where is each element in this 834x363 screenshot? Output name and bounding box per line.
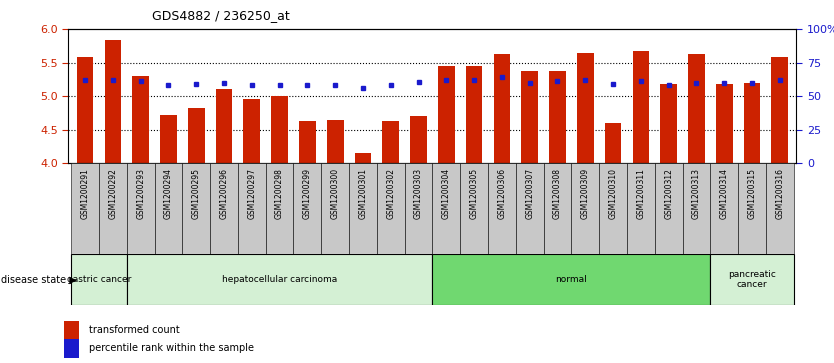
Text: GSM1200316: GSM1200316 — [776, 168, 784, 219]
FancyBboxPatch shape — [738, 163, 766, 254]
Text: GDS4882 / 236250_at: GDS4882 / 236250_at — [152, 9, 289, 22]
FancyBboxPatch shape — [599, 163, 627, 254]
Text: GSM1200311: GSM1200311 — [636, 168, 646, 219]
FancyBboxPatch shape — [321, 163, 349, 254]
Bar — [327, 120, 344, 163]
Bar — [244, 99, 260, 163]
Text: GSM1200309: GSM1200309 — [580, 168, 590, 219]
Bar — [133, 76, 149, 163]
Bar — [577, 53, 594, 163]
Bar — [354, 153, 371, 163]
Bar — [104, 40, 121, 163]
FancyBboxPatch shape — [71, 254, 127, 305]
FancyBboxPatch shape — [544, 163, 571, 254]
Text: GSM1200315: GSM1200315 — [747, 168, 756, 219]
Text: GSM1200313: GSM1200313 — [692, 168, 701, 219]
Text: GSM1200312: GSM1200312 — [664, 168, 673, 219]
Text: gastric cancer: gastric cancer — [67, 275, 131, 284]
FancyBboxPatch shape — [154, 163, 183, 254]
Text: GSM1200314: GSM1200314 — [720, 168, 729, 219]
Bar — [216, 90, 233, 163]
FancyBboxPatch shape — [432, 254, 711, 305]
Text: hepatocellular carcinoma: hepatocellular carcinoma — [222, 275, 337, 284]
Bar — [465, 66, 482, 163]
Bar — [160, 115, 177, 163]
FancyBboxPatch shape — [377, 163, 404, 254]
FancyBboxPatch shape — [711, 163, 738, 254]
Bar — [77, 57, 93, 163]
Text: GSM1200303: GSM1200303 — [414, 168, 423, 219]
Text: GSM1200301: GSM1200301 — [359, 168, 368, 219]
Text: GSM1200299: GSM1200299 — [303, 168, 312, 219]
FancyBboxPatch shape — [488, 163, 515, 254]
Text: GSM1200306: GSM1200306 — [497, 168, 506, 219]
Text: GSM1200310: GSM1200310 — [609, 168, 617, 219]
FancyBboxPatch shape — [404, 163, 432, 254]
FancyBboxPatch shape — [571, 163, 599, 254]
Bar — [661, 84, 677, 163]
Bar — [494, 54, 510, 163]
FancyBboxPatch shape — [655, 163, 682, 254]
Text: GSM1200293: GSM1200293 — [136, 168, 145, 219]
Text: GSM1200305: GSM1200305 — [470, 168, 479, 219]
Bar — [271, 96, 288, 163]
Text: GSM1200295: GSM1200295 — [192, 168, 201, 219]
FancyBboxPatch shape — [99, 163, 127, 254]
Bar — [688, 54, 705, 163]
FancyBboxPatch shape — [210, 163, 238, 254]
FancyBboxPatch shape — [682, 163, 711, 254]
Text: GSM1200292: GSM1200292 — [108, 168, 118, 219]
Bar — [410, 116, 427, 163]
Bar — [771, 57, 788, 163]
Bar — [383, 121, 399, 163]
Bar — [438, 66, 455, 163]
FancyBboxPatch shape — [127, 163, 154, 254]
Bar — [605, 123, 621, 163]
FancyBboxPatch shape — [127, 254, 432, 305]
Text: GSM1200302: GSM1200302 — [386, 168, 395, 219]
FancyBboxPatch shape — [432, 163, 460, 254]
FancyBboxPatch shape — [515, 163, 544, 254]
FancyBboxPatch shape — [183, 163, 210, 254]
FancyBboxPatch shape — [766, 163, 794, 254]
Text: GSM1200307: GSM1200307 — [525, 168, 535, 219]
Bar — [716, 84, 732, 163]
FancyBboxPatch shape — [266, 163, 294, 254]
Bar — [521, 72, 538, 163]
FancyBboxPatch shape — [71, 163, 99, 254]
Text: normal: normal — [555, 275, 587, 284]
FancyBboxPatch shape — [238, 163, 266, 254]
Text: GSM1200304: GSM1200304 — [442, 168, 451, 219]
FancyBboxPatch shape — [294, 163, 321, 254]
Bar — [744, 83, 761, 163]
Bar — [188, 108, 204, 163]
Text: GSM1200296: GSM1200296 — [219, 168, 229, 219]
Text: transformed count: transformed count — [89, 325, 180, 335]
FancyBboxPatch shape — [460, 163, 488, 254]
Text: pancreatic
cancer: pancreatic cancer — [728, 270, 776, 289]
Text: GSM1200308: GSM1200308 — [553, 168, 562, 219]
Text: GSM1200291: GSM1200291 — [81, 168, 89, 219]
FancyBboxPatch shape — [627, 163, 655, 254]
Text: GSM1200300: GSM1200300 — [330, 168, 339, 219]
Bar — [549, 72, 565, 163]
Text: GSM1200297: GSM1200297 — [248, 168, 256, 219]
FancyBboxPatch shape — [349, 163, 377, 254]
Text: disease state ▶: disease state ▶ — [1, 274, 77, 285]
FancyBboxPatch shape — [711, 254, 794, 305]
Text: GSM1200298: GSM1200298 — [275, 168, 284, 219]
Text: percentile rank within the sample: percentile rank within the sample — [89, 343, 254, 354]
Text: GSM1200294: GSM1200294 — [164, 168, 173, 219]
Bar — [632, 50, 649, 163]
Bar — [299, 121, 316, 163]
